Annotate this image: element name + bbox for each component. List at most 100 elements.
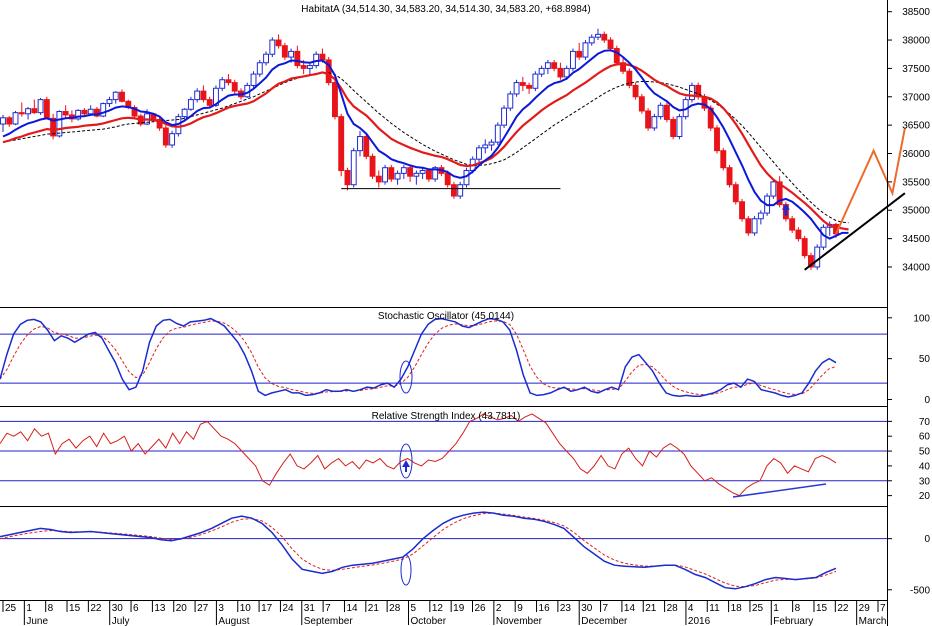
candle-body <box>663 104 670 120</box>
stochastic-reference-lines <box>0 333 888 384</box>
price-candle <box>407 164 414 182</box>
price-candle <box>488 139 495 151</box>
x-axis-day-label: 5 <box>410 603 416 614</box>
stochastic-d-line <box>0 320 837 396</box>
candle-body <box>532 73 539 89</box>
rsi-axis-tick-label: 40 <box>919 461 931 472</box>
candle-body <box>776 181 783 206</box>
candle-body <box>306 65 313 69</box>
price-axis-tick-label: 36500 <box>902 121 930 132</box>
price-candle <box>25 106 31 120</box>
price-candle <box>732 181 739 205</box>
candle-body <box>181 108 188 118</box>
price-candle <box>225 74 232 86</box>
price-axis-tick-label: 34000 <box>902 262 930 273</box>
x-axis-month-labels: June July August September October November De… <box>23 612 887 626</box>
candle-body <box>25 108 31 115</box>
price-candle <box>801 235 808 259</box>
candle-body <box>576 50 583 58</box>
candle-body <box>225 79 232 84</box>
oscillator-signal-line <box>0 512 837 588</box>
candle-body <box>394 172 401 180</box>
price-candle <box>457 181 464 199</box>
price-candle <box>231 79 238 94</box>
x-axis-month-label: February <box>773 616 813 626</box>
stochastic-axis-tick-label: 50 <box>919 354 931 365</box>
candle-body <box>350 150 357 186</box>
x-axis-month-label: March <box>859 616 887 626</box>
moving-average-dashed-line <box>2 71 849 224</box>
candle-body <box>739 201 745 220</box>
price-axis-ticks: 38500 38000 37500 37000 36500 36000 35500 35000… <box>888 7 930 273</box>
candle-body <box>720 150 727 169</box>
projection-zigzag-line <box>835 127 906 235</box>
rsi-axis-tick-label: 60 <box>919 432 931 443</box>
candle-body <box>595 33 601 38</box>
candle-body <box>425 170 432 180</box>
price-candle <box>425 169 432 182</box>
candle-body <box>570 50 576 69</box>
candle-body <box>526 84 533 89</box>
price-candle <box>795 227 802 242</box>
rsi-up-arrow-icon <box>402 460 410 472</box>
price-candle <box>194 88 201 103</box>
x-axis-day-label: 22 <box>90 603 102 614</box>
x-axis-day-label: 30 <box>112 603 124 614</box>
candle-body <box>169 133 176 146</box>
candle-body <box>100 103 107 117</box>
oscillator-axis-tick-label: 0 <box>924 534 930 545</box>
price-axis-tick-label: 34500 <box>902 234 930 245</box>
candle-body <box>513 82 520 95</box>
candle-body <box>745 218 752 234</box>
candle-body <box>300 65 307 69</box>
candle-body <box>206 99 213 106</box>
price-candle <box>507 91 514 111</box>
price-candle <box>394 170 401 185</box>
candle-body <box>789 218 796 231</box>
price-candle <box>275 34 282 49</box>
rsi-title: Relative Strength Index (43.7811) <box>372 411 521 422</box>
price-candle <box>657 102 664 120</box>
x-axis-day-label: 8 <box>48 603 54 614</box>
price-candle <box>770 179 777 199</box>
candle-body <box>651 116 658 129</box>
x-axis-day-label: 7 <box>603 603 609 614</box>
candle-body <box>814 246 821 268</box>
price-axis-tick-label: 38000 <box>902 36 930 47</box>
price-candle <box>162 125 169 148</box>
candle-body <box>119 91 125 102</box>
x-axis-day-label: 21 <box>645 603 657 614</box>
candle-body <box>432 167 439 180</box>
x-axis-month-label: December <box>581 616 628 626</box>
x-axis-day-label: 10 <box>240 603 252 614</box>
x-axis-day-label: 14 <box>346 603 358 614</box>
candle-body <box>106 99 113 105</box>
candle-body <box>476 147 482 160</box>
candle-body <box>714 127 720 152</box>
candle-body <box>200 90 207 101</box>
x-axis-day-label: 22 <box>837 603 849 614</box>
price-candle <box>357 130 363 157</box>
price-candle <box>94 106 100 118</box>
candle-body <box>388 167 395 180</box>
x-axis-day-label: 20 <box>176 603 188 614</box>
price-candle <box>181 108 188 120</box>
price-candle <box>814 244 821 270</box>
price-candle <box>18 102 25 117</box>
candle-body <box>413 172 420 177</box>
candle-body <box>689 84 695 101</box>
stochastic-k-line <box>0 317 837 398</box>
price-candle <box>676 113 683 140</box>
candle-body <box>557 67 564 78</box>
price-candle <box>745 215 752 236</box>
candle-body <box>50 117 57 137</box>
price-candle <box>651 113 658 131</box>
ema-slow-line <box>2 62 849 231</box>
price-candle <box>551 59 558 72</box>
price-candle <box>808 252 814 270</box>
x-axis-month-label: June <box>26 616 48 626</box>
price-candle <box>645 108 652 131</box>
candle-body <box>488 141 495 146</box>
candle-body <box>156 118 163 129</box>
stochastic-axis-tick-label: 100 <box>913 313 930 324</box>
